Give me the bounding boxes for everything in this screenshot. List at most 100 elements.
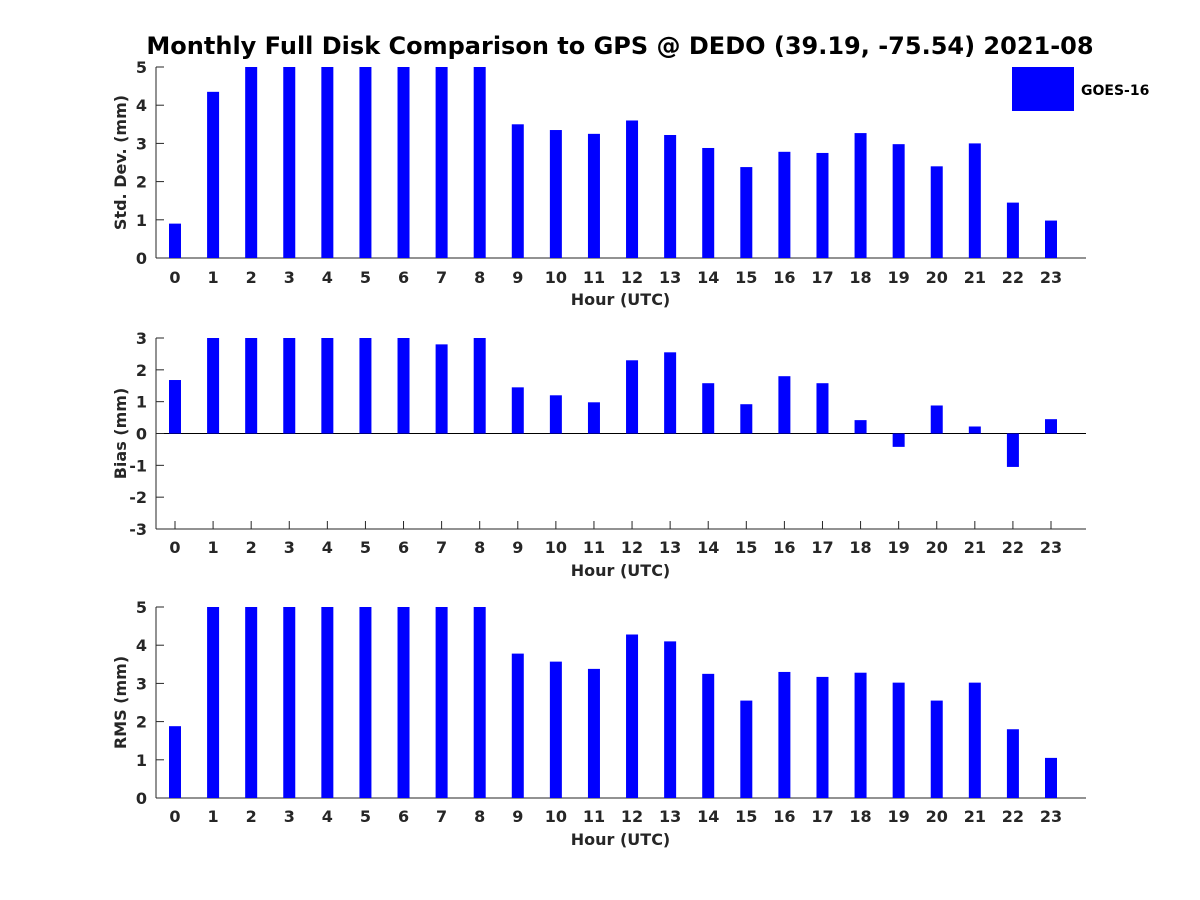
rms-x-tick-label: 11 (583, 807, 605, 826)
bias-bar (626, 360, 639, 434)
chart-title: Monthly Full Disk Comparison to GPS @ DE… (146, 32, 1093, 60)
std-dev-x-label: Hour (UTC) (571, 290, 671, 309)
bias-x-tick-label: 23 (1040, 538, 1062, 557)
rms-x-tick-label: 10 (545, 807, 567, 826)
bias-bar (359, 338, 372, 434)
bias-bar (968, 426, 981, 434)
rms-x-tick-label: 14 (697, 807, 719, 826)
rms-x-tick-label: 6 (398, 807, 409, 826)
std-dev-bar (397, 67, 410, 258)
rms-bar (854, 672, 867, 798)
bias-x-tick-label: 10 (545, 538, 567, 557)
rms-x-label: Hour (UTC) (571, 830, 671, 849)
rms-x-tick-label: 20 (926, 807, 948, 826)
rms-bar (511, 653, 524, 798)
std-dev-bar (435, 67, 448, 258)
std-dev-bar (321, 67, 334, 258)
bias-x-label: Hour (UTC) (571, 561, 671, 580)
std-dev-y-tick-label: 2 (136, 173, 147, 192)
std-dev-bar (549, 130, 562, 258)
bias-x-tick-label: 19 (888, 538, 910, 557)
std-dev-x-tick-label: 22 (1002, 268, 1024, 287)
bias-bar (702, 383, 715, 434)
std-dev-bar (702, 147, 715, 258)
bias-y-tick-label: 0 (136, 425, 147, 444)
bias-bar (816, 383, 829, 434)
std-dev-x-tick-label: 21 (964, 268, 986, 287)
std-dev-bar (245, 67, 258, 258)
rms-x-tick-label: 13 (659, 807, 681, 826)
std-dev-x-tick-label: 19 (888, 268, 910, 287)
rms-bar (930, 700, 943, 798)
std-dev-x-tick-label: 11 (583, 268, 605, 287)
rms-x-tick-label: 9 (512, 807, 523, 826)
rms-x-tick-label: 23 (1040, 807, 1062, 826)
bias-bar (321, 338, 334, 434)
bias-x-tick-label: 6 (398, 538, 409, 557)
std-dev-bar (854, 133, 867, 258)
std-dev-bar (1006, 202, 1019, 258)
rms-bar (207, 607, 220, 798)
rms-x-tick-label: 19 (888, 807, 910, 826)
std-dev-bar (892, 144, 905, 258)
legend-label: GOES-16 (1081, 83, 1149, 99)
std-dev-x-tick-label: 4 (322, 268, 333, 287)
std-dev-bar (473, 67, 486, 258)
bias-bar (587, 402, 600, 434)
std-dev-y-tick-label: 5 (136, 58, 147, 77)
rms-y-tick-label: 4 (136, 636, 147, 655)
rms-x-tick-label: 12 (621, 807, 643, 826)
bias-y-label: Bias (mm) (111, 388, 130, 480)
rms-bar (169, 726, 181, 798)
bias-x-tick-label: 7 (436, 538, 447, 557)
bias-bar (1006, 433, 1019, 467)
bias-x-tick-label: 2 (246, 538, 257, 557)
bias-bar (169, 380, 181, 434)
std-dev-bar (740, 167, 753, 258)
std-dev-x-tick-label: 3 (284, 268, 295, 287)
bias-x-tick-label: 20 (926, 538, 948, 557)
std-dev-bar (207, 91, 220, 258)
rms-bar (283, 607, 296, 798)
bias-bar (207, 338, 220, 434)
bias-bar (930, 405, 943, 434)
bias-y-tick-label: 1 (136, 393, 147, 412)
bias-bar (245, 338, 258, 434)
rms-bar (245, 607, 258, 798)
rms-y-tick-label: 5 (136, 598, 147, 617)
bias-x-tick-label: 15 (735, 538, 757, 557)
rms-y-tick-label: 1 (136, 751, 147, 770)
rms-bar (816, 676, 829, 798)
bias-bar (549, 395, 562, 434)
rms-bar (397, 607, 410, 798)
std-dev-bar (1045, 220, 1057, 258)
bias-bar (778, 376, 791, 434)
rms-x-tick-label: 21 (964, 807, 986, 826)
bias-x-tick-label: 9 (512, 538, 523, 557)
std-dev-bar (816, 152, 829, 258)
std-dev-x-tick-label: 17 (811, 268, 833, 287)
bias-bar (664, 352, 677, 434)
rms-x-tick-label: 1 (208, 807, 219, 826)
rms-x-tick-label: 8 (474, 807, 485, 826)
rms-bar (435, 607, 448, 798)
std-dev-bar (359, 67, 372, 258)
rms-bar (1006, 729, 1019, 798)
rms-x-tick-label: 5 (360, 807, 371, 826)
bias-x-tick-label: 8 (474, 538, 485, 557)
std-dev-bar (511, 124, 524, 258)
bias-x-tick-label: 5 (360, 538, 371, 557)
rms-x-tick-label: 15 (735, 807, 757, 826)
std-dev-bar (283, 67, 296, 258)
bias-x-tick-label: 16 (773, 538, 795, 557)
std-dev-y-tick-label: 4 (136, 96, 147, 115)
bias-bar (892, 433, 905, 447)
std-dev-bar (930, 166, 943, 258)
bias-bar (740, 404, 753, 434)
bias-x-tick-label: 11 (583, 538, 605, 557)
bias-y-tick-label: -1 (129, 456, 147, 475)
rms-bar (626, 634, 639, 798)
bias-x-tick-label: 3 (284, 538, 295, 557)
